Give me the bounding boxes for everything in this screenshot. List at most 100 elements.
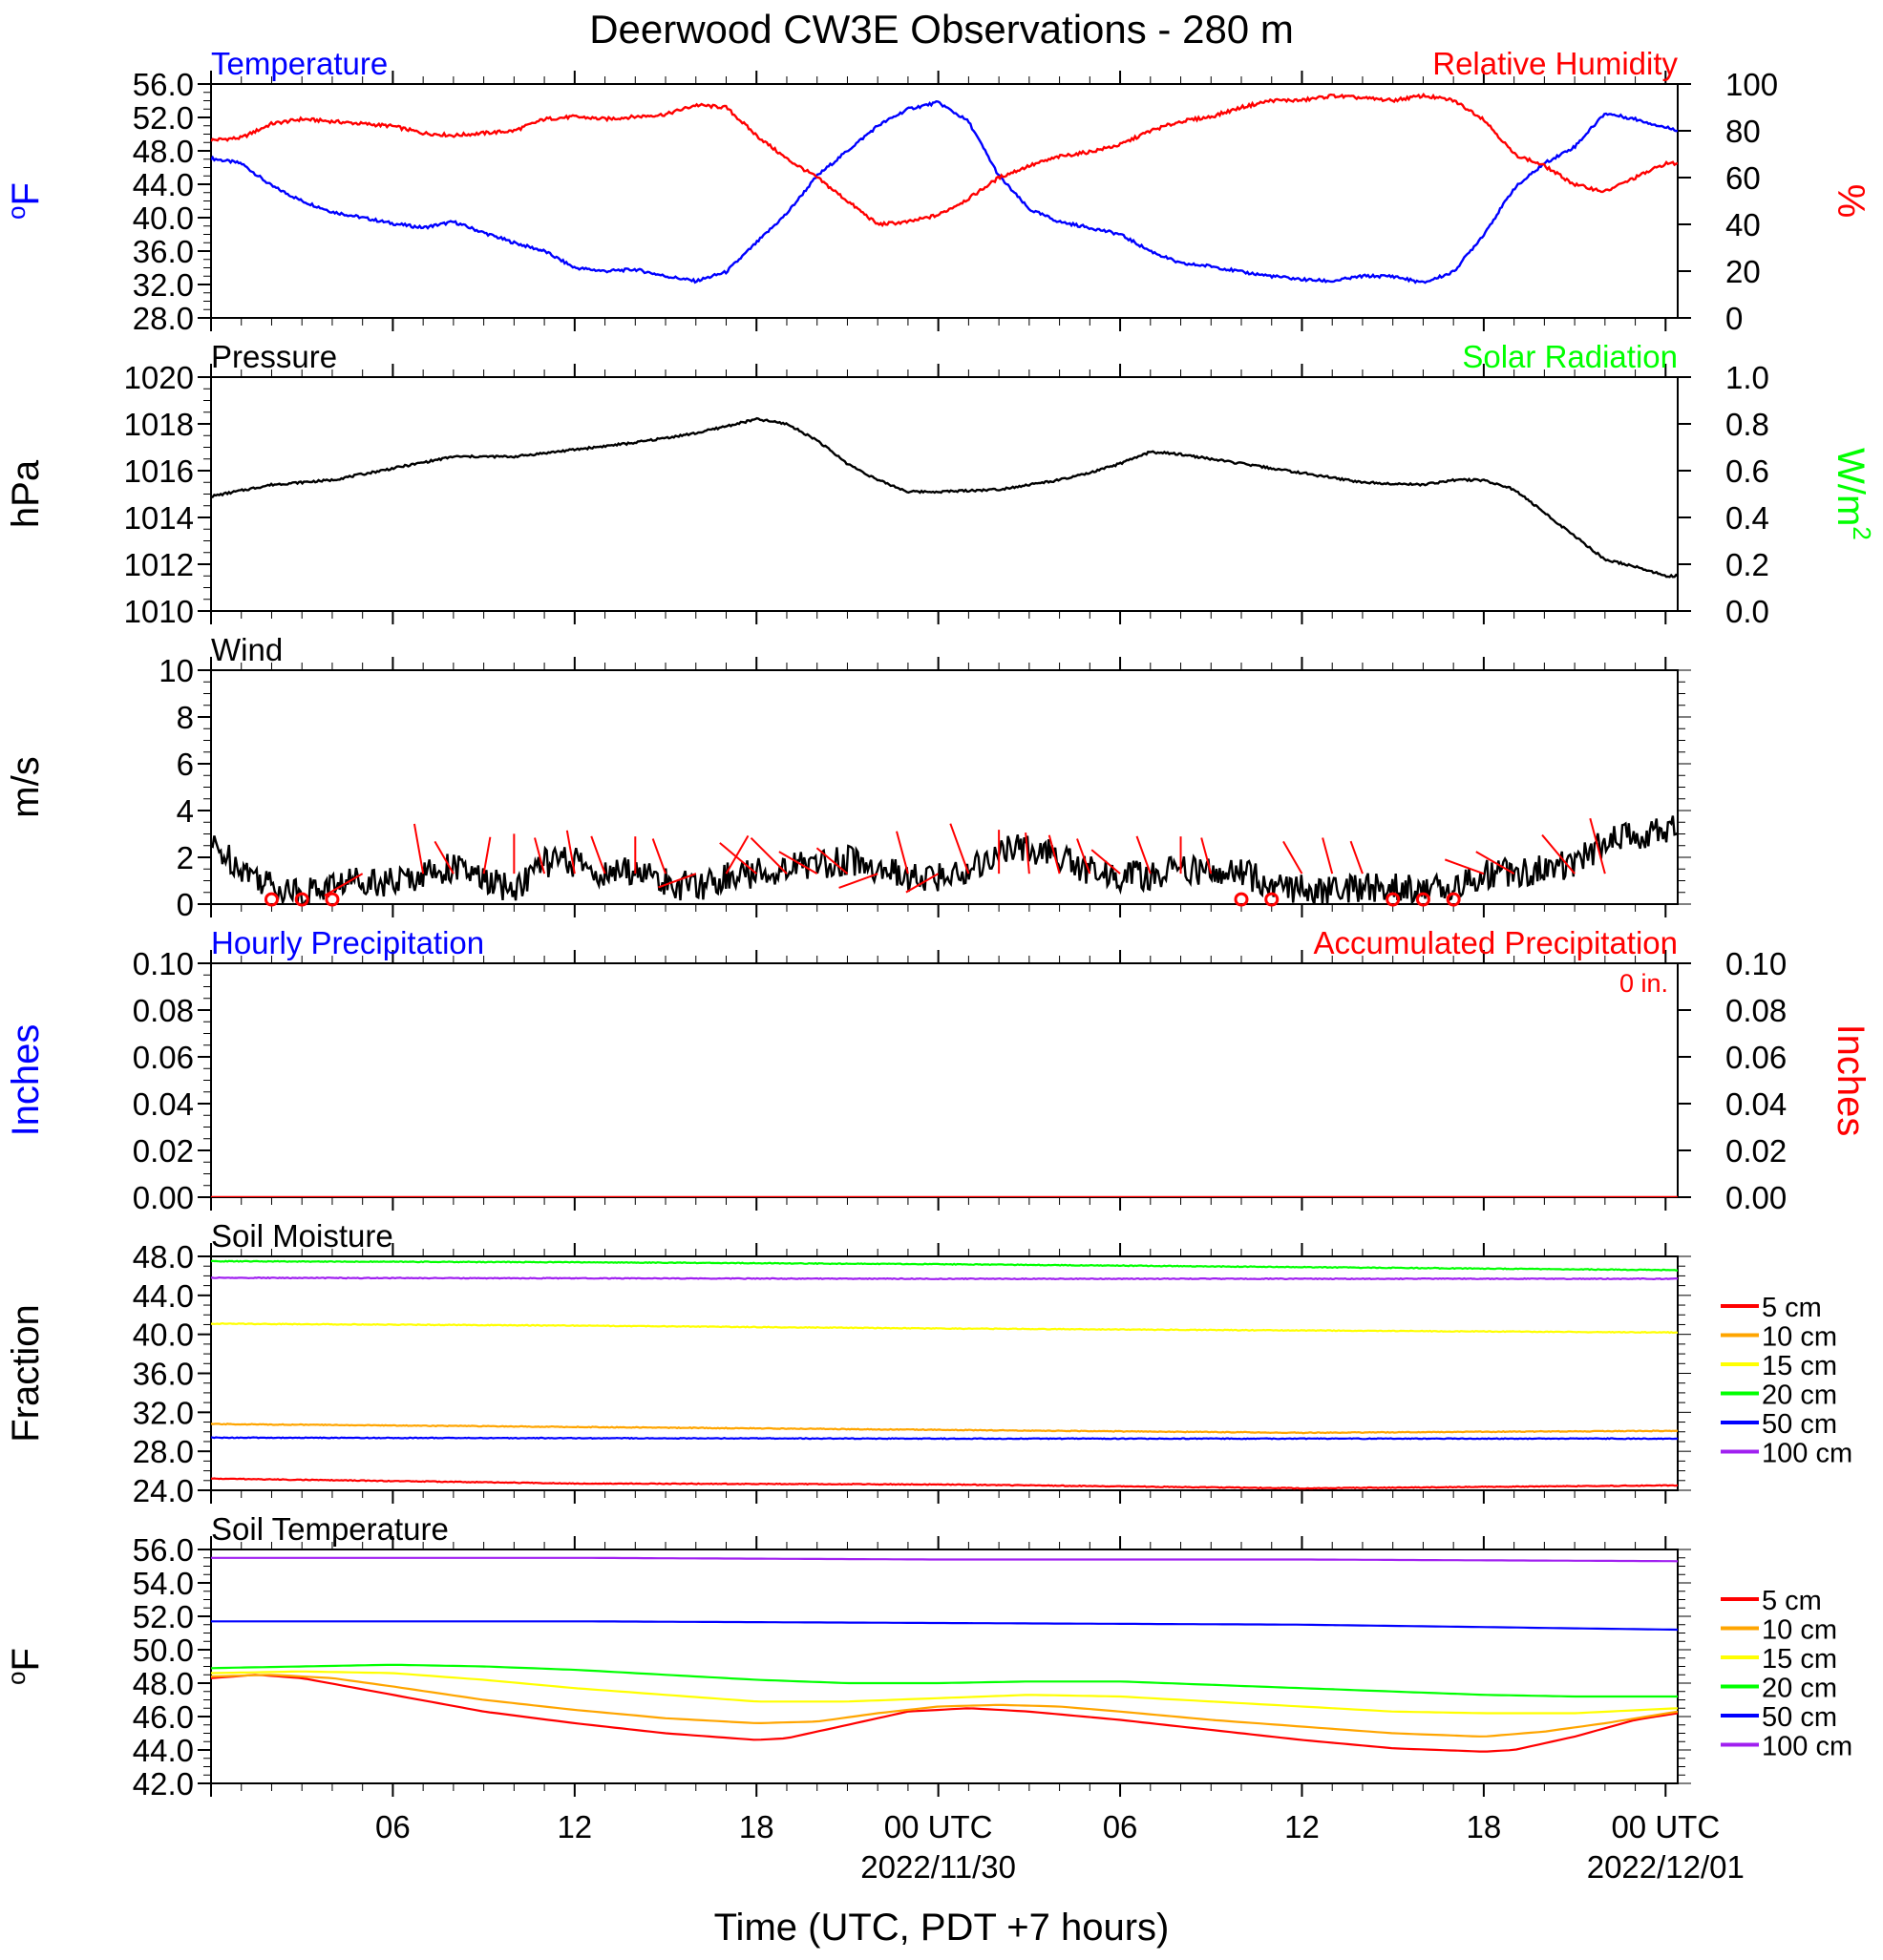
calm-wind-marker <box>264 892 279 907</box>
wind-barb <box>905 873 940 894</box>
wind-barb <box>725 834 750 875</box>
wind-barb <box>1322 837 1334 875</box>
right-axis-tick-label: 60 <box>1725 160 1761 196</box>
time-tick-label: 18 <box>1467 1809 1502 1844</box>
series-line-temperature <box>211 99 1678 285</box>
unit-exponent: 2 <box>1848 526 1876 539</box>
series-group <box>211 815 1678 904</box>
unit-f: F <box>5 182 47 205</box>
panel-soil-temperature: 42.044.046.048.050.052.054.056.0 Soil Tem… <box>2 1511 1852 1802</box>
legend-label: 10 cm <box>1762 1615 1837 1646</box>
legend-label: 50 cm <box>1762 1409 1837 1440</box>
time-date-label: 2022/11/30 <box>860 1849 1016 1885</box>
x-axis-label: Time (UTC, PDT +7 hours) <box>714 1907 1170 1949</box>
panel-left-title: Pressure <box>211 339 337 374</box>
wind-barb <box>838 873 878 889</box>
wind-barb <box>651 838 666 875</box>
panel-left-title: Temperature <box>211 46 388 81</box>
wind-barb <box>1047 834 1061 875</box>
legend-label: 100 cm <box>1762 1732 1852 1762</box>
panel-temperature-humidity: 28.032.036.040.044.048.052.056.0 0 20 40 60 8… <box>2 46 1872 336</box>
left-axis-tick-label: 48.0 <box>133 1666 194 1701</box>
legend-label: 20 cm <box>1762 1380 1837 1411</box>
wind-barb <box>1589 817 1606 875</box>
left-axis-tick-label: 52.0 <box>133 100 194 136</box>
right-axis-tick-label: 80 <box>1725 114 1761 149</box>
legend-label: 10 cm <box>1762 1322 1837 1353</box>
wind-barb <box>434 840 455 875</box>
left-axis-tick-label: 40.0 <box>133 1317 194 1353</box>
wind-barb <box>590 835 606 875</box>
wind-barb <box>324 873 364 897</box>
left-axis-tick-label: 28.0 <box>133 301 194 336</box>
left-axis-tick-label: 28.0 <box>133 1434 194 1469</box>
left-axis-label: oF <box>2 1648 47 1685</box>
left-axis-tick-label: 36.0 <box>133 1357 194 1392</box>
left-axis-tick-label: 0.08 <box>133 993 194 1028</box>
legend-label: 100 cm <box>1762 1439 1852 1469</box>
left-axis-tick-label: 50.0 <box>133 1633 194 1668</box>
wind-barb <box>658 873 697 889</box>
series-line-100-cm <box>211 1275 1678 1281</box>
panel-right-title: Relative Humidity <box>1432 46 1678 81</box>
left-axis-tick-label: 40.0 <box>133 200 194 236</box>
panels: 28.032.036.040.044.048.052.056.002040608… <box>2 46 1876 1802</box>
series-line-10-cm <box>211 1674 1678 1738</box>
right-axis-tick-label: 0 <box>1725 301 1743 336</box>
left-axis-tick-label: 48.0 <box>133 1239 194 1275</box>
time-tick-label: 06 <box>375 1809 411 1844</box>
time-date-label: 2022/12/01 <box>1587 1849 1745 1885</box>
left-axis-label: Inches <box>5 1024 47 1137</box>
calm-wind-marker <box>1415 892 1430 907</box>
left-axis-tick-label: 24.0 <box>133 1473 194 1508</box>
calm-wind-marker <box>1446 892 1461 907</box>
series-line-5-cm <box>211 1674 1678 1753</box>
wind-barb <box>778 851 818 875</box>
right-axis-tick-label: 0.08 <box>1725 993 1787 1028</box>
panel-soil-moisture: 24.0 28.0 32.036.0 40.044.048.0 Soil Moistur… <box>5 1218 1852 1508</box>
wind-barb <box>413 823 425 875</box>
left-axis-tick-label: 0 <box>177 887 194 922</box>
series-group <box>211 1556 1678 1753</box>
right-axis-tick-label: 0.4 <box>1725 500 1769 536</box>
series-line-15-cm <box>211 1321 1678 1335</box>
wind-barb <box>565 830 576 875</box>
left-axis-tick-label: 0.02 <box>133 1133 194 1169</box>
left-axis-tick-label: 36.0 <box>133 234 194 269</box>
series-line-5-cm <box>211 1477 1678 1490</box>
right-axis-tick-label: 0.2 <box>1725 547 1769 582</box>
right-axis-tick-label: 0.04 <box>1725 1086 1787 1122</box>
wind-barb <box>1076 838 1091 875</box>
panel-wind: 0 2 4 6 8 10 Wind m/s <box>5 632 1691 922</box>
series-line-50-cm <box>211 1436 1678 1441</box>
panel-left-title: Soil Moisture <box>211 1218 393 1254</box>
legend-label: 15 cm <box>1762 1351 1837 1381</box>
series-line-50-cm <box>211 1620 1678 1632</box>
left-axis-label: hPa <box>5 459 47 528</box>
legend-label: 20 cm <box>1762 1674 1837 1704</box>
left-axis-tick-label: 0.10 <box>133 946 194 981</box>
left-axis-tick-label: 44.0 <box>133 1278 194 1314</box>
wind-barb <box>949 823 970 875</box>
panel-right-title: Accumulated Precipitation <box>1313 925 1678 960</box>
wind-barb <box>1135 835 1152 875</box>
right-axis-label: % <box>1830 184 1872 219</box>
left-axis-label: m/s <box>5 756 47 817</box>
series-line-relative-humidity <box>211 92 1678 228</box>
right-axis-tick-label: 1.0 <box>1725 360 1769 395</box>
right-axis-tick-label: 20 <box>1725 254 1761 289</box>
wind-barb <box>896 831 909 875</box>
wind-barb <box>719 842 757 875</box>
time-tick-label: 00 UTC <box>884 1809 993 1844</box>
series-line-10-cm <box>211 1423 1678 1435</box>
time-axis-labels: 06 12 18 00 UTC 2022/11/30 06 12 18 00 UTC 2022/1… <box>375 1809 1745 1885</box>
wind-barb <box>1349 840 1364 875</box>
time-tick-label: 00 UTC <box>1611 1809 1720 1844</box>
left-axis-tick-label: 56.0 <box>133 67 194 102</box>
right-axis-label: Inches <box>1830 1024 1872 1137</box>
series-line-20-cm <box>211 1663 1678 1698</box>
right-axis-label: W/m2 <box>1830 448 1876 540</box>
legend-label: 50 cm <box>1762 1702 1837 1733</box>
wind-barb <box>1025 832 1030 875</box>
